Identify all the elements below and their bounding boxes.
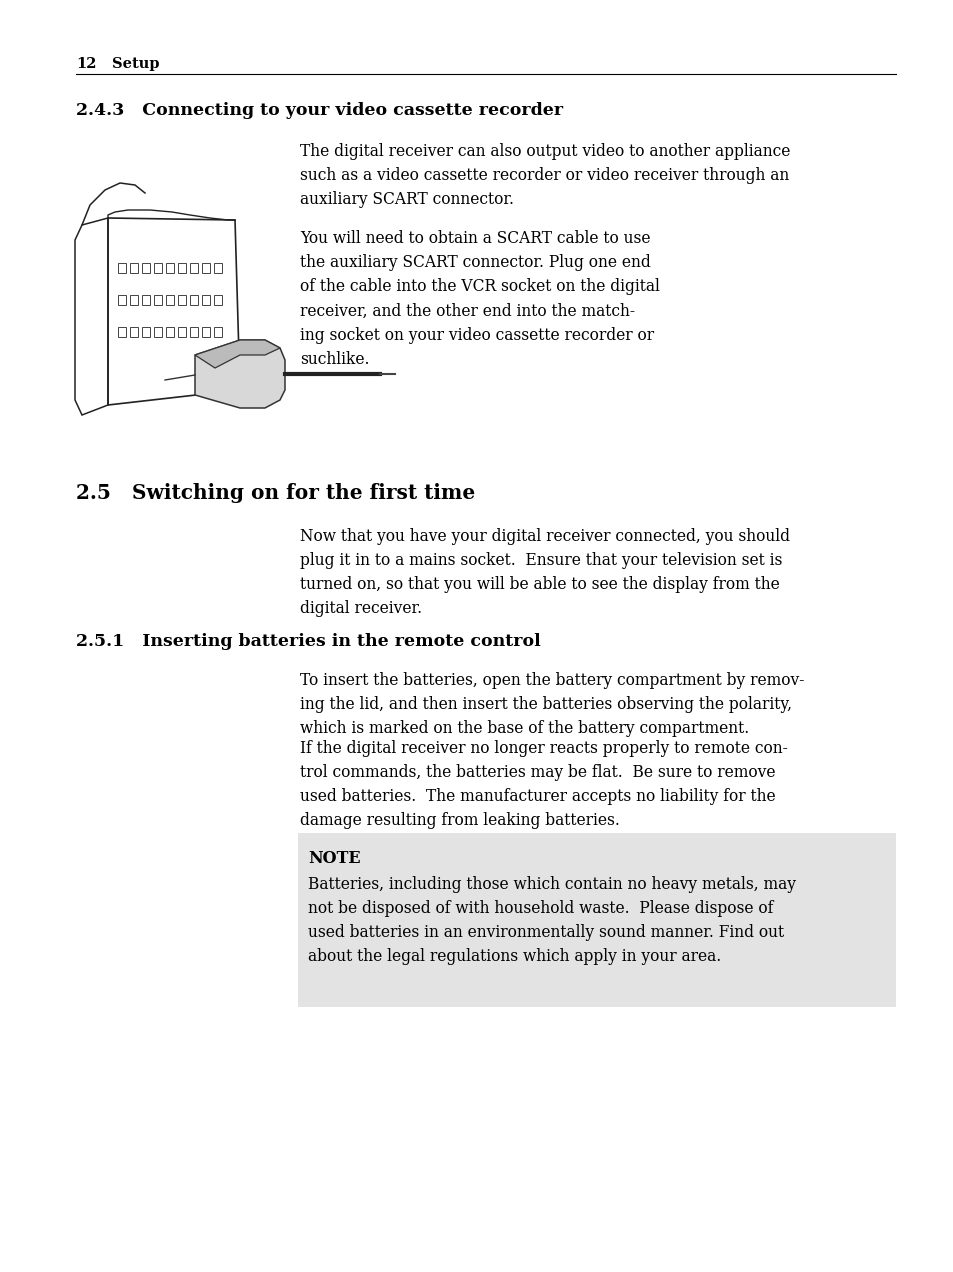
- Bar: [202, 263, 210, 273]
- Text: Batteries, including those which contain no heavy metals, may
not be disposed of: Batteries, including those which contain…: [308, 876, 795, 965]
- Bar: [178, 263, 186, 273]
- Bar: [142, 295, 150, 305]
- Text: 2.5   Switching on for the first time: 2.5 Switching on for the first time: [76, 483, 475, 502]
- Bar: [213, 263, 222, 273]
- Text: Setup: Setup: [112, 57, 159, 71]
- Text: Now that you have your digital receiver connected, you should
plug it in to a ma: Now that you have your digital receiver …: [299, 528, 789, 617]
- Bar: [153, 263, 162, 273]
- Text: 12: 12: [76, 57, 96, 71]
- Polygon shape: [194, 340, 285, 408]
- Bar: [130, 327, 138, 337]
- Bar: [166, 295, 173, 305]
- Bar: [202, 295, 210, 305]
- Bar: [142, 327, 150, 337]
- Bar: [190, 263, 198, 273]
- Bar: [190, 327, 198, 337]
- Text: If the digital receiver no longer reacts properly to remote con-
trol commands, : If the digital receiver no longer reacts…: [299, 740, 787, 829]
- Bar: [118, 295, 126, 305]
- Bar: [213, 327, 222, 337]
- Bar: [190, 295, 198, 305]
- Text: You will need to obtain a SCART cable to use
the auxiliary SCART connector. Plug: You will need to obtain a SCART cable to…: [299, 230, 659, 368]
- Bar: [202, 327, 210, 337]
- Text: 2.4.3   Connecting to your video cassette recorder: 2.4.3 Connecting to your video cassette …: [76, 102, 562, 120]
- Bar: [178, 295, 186, 305]
- Bar: [130, 263, 138, 273]
- Bar: [166, 263, 173, 273]
- Bar: [130, 295, 138, 305]
- Bar: [118, 327, 126, 337]
- FancyBboxPatch shape: [297, 833, 895, 1007]
- Text: 2.5.1   Inserting batteries in the remote control: 2.5.1 Inserting batteries in the remote …: [76, 633, 540, 650]
- Bar: [142, 263, 150, 273]
- Bar: [178, 327, 186, 337]
- Bar: [213, 295, 222, 305]
- Bar: [153, 295, 162, 305]
- Text: To insert the batteries, open the battery compartment by remov-
ing the lid, and: To insert the batteries, open the batter…: [299, 672, 803, 738]
- Text: The digital receiver can also output video to another appliance
such as a video : The digital receiver can also output vid…: [299, 142, 789, 209]
- Bar: [153, 327, 162, 337]
- Bar: [166, 327, 173, 337]
- Bar: [118, 263, 126, 273]
- Polygon shape: [194, 340, 280, 368]
- Text: NOTE: NOTE: [308, 850, 360, 868]
